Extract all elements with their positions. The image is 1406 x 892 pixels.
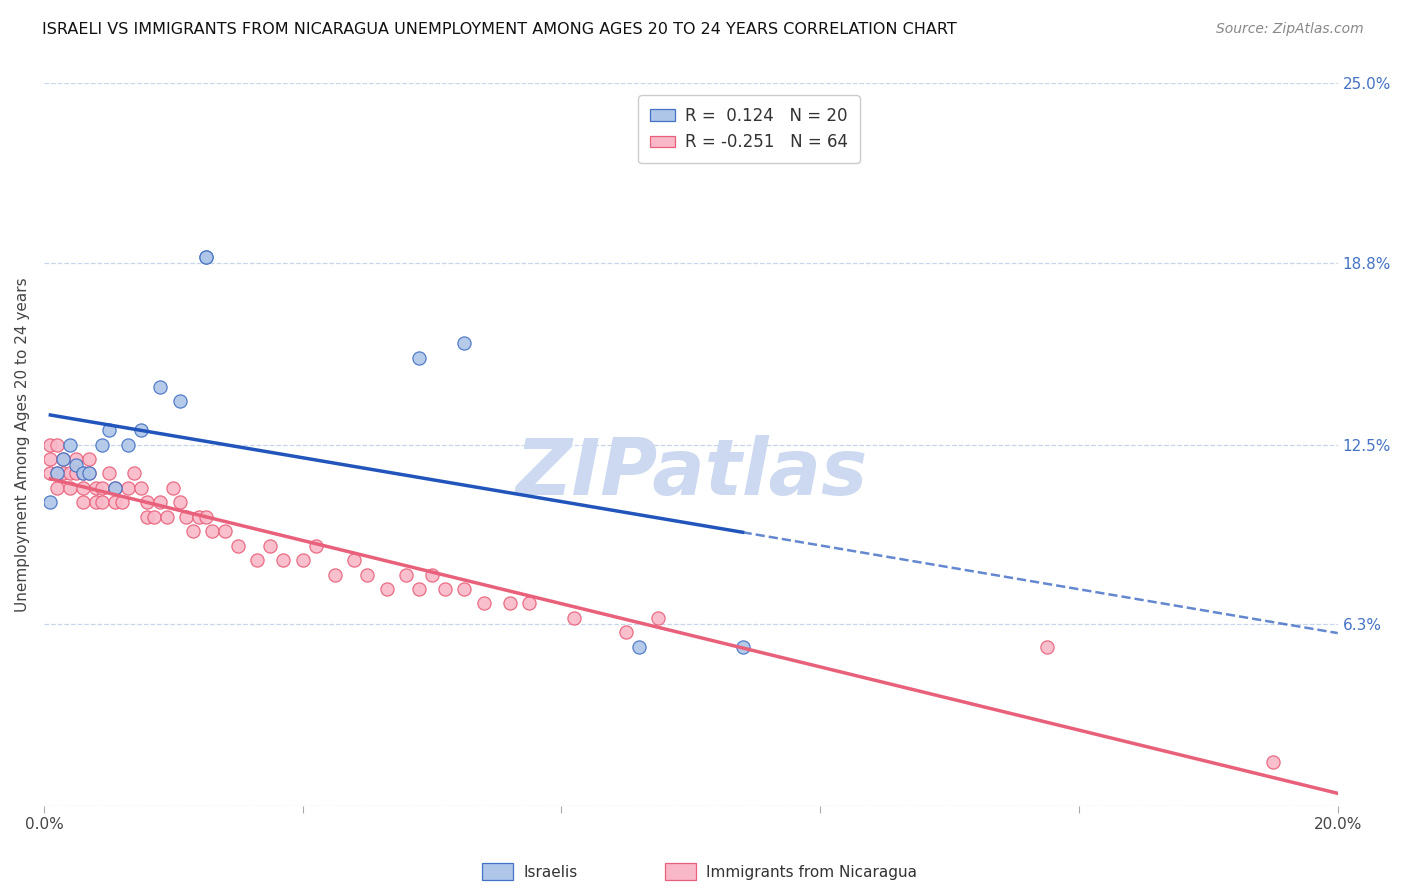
Point — [472, 596, 495, 610]
Point — [614, 625, 637, 640]
Point — [97, 467, 120, 481]
Point — [142, 509, 165, 524]
Text: ZIPatlas: ZIPatlas — [515, 435, 868, 511]
Point — [169, 394, 191, 409]
Point — [117, 481, 139, 495]
Legend: R =  0.124   N = 20, R = -0.251   N = 64: R = 0.124 N = 20, R = -0.251 N = 64 — [638, 95, 859, 163]
Point — [91, 495, 114, 509]
Point — [323, 567, 346, 582]
Point — [226, 539, 249, 553]
Point — [72, 467, 94, 481]
Point — [117, 437, 139, 451]
Point — [72, 495, 94, 509]
Point — [39, 467, 62, 481]
Point — [39, 495, 62, 509]
Point — [169, 495, 191, 509]
Point — [1261, 756, 1284, 770]
Point — [97, 423, 120, 437]
Point — [65, 458, 87, 472]
Point — [52, 452, 75, 467]
Point — [499, 596, 522, 610]
Point — [304, 539, 326, 553]
Point — [731, 640, 754, 654]
Point — [174, 509, 197, 524]
Point — [194, 509, 217, 524]
Point — [162, 481, 184, 495]
Point — [91, 437, 114, 451]
Point — [91, 481, 114, 495]
Point — [291, 553, 314, 567]
Point — [129, 481, 152, 495]
Point — [194, 250, 217, 264]
Point — [84, 495, 107, 509]
Point — [149, 495, 172, 509]
Point — [271, 553, 294, 567]
Point — [84, 481, 107, 495]
Point — [77, 467, 100, 481]
Point — [181, 524, 204, 538]
Point — [104, 481, 127, 495]
Point — [77, 452, 100, 467]
Point — [52, 452, 75, 467]
Point — [408, 351, 430, 365]
Point — [408, 582, 430, 596]
Point — [104, 481, 127, 495]
Point — [375, 582, 398, 596]
Point — [59, 437, 82, 451]
Point — [194, 250, 217, 264]
Point — [52, 467, 75, 481]
Point — [201, 524, 224, 538]
Point — [149, 380, 172, 394]
Point — [343, 553, 366, 567]
Point — [628, 640, 651, 654]
Point — [129, 423, 152, 437]
Point — [453, 582, 475, 596]
Text: Source: ZipAtlas.com: Source: ZipAtlas.com — [1216, 22, 1364, 37]
Point — [45, 467, 67, 481]
Point — [259, 539, 281, 553]
Point — [72, 467, 94, 481]
Point — [136, 495, 159, 509]
Point — [214, 524, 236, 538]
Point — [65, 452, 87, 467]
Point — [72, 481, 94, 495]
Point — [246, 553, 269, 567]
Point — [110, 495, 132, 509]
Point — [647, 611, 669, 625]
Point — [104, 495, 127, 509]
Point — [59, 467, 82, 481]
Point — [39, 437, 62, 451]
Point — [124, 467, 146, 481]
Point — [433, 582, 456, 596]
Point — [39, 452, 62, 467]
Point — [1035, 640, 1057, 654]
Point — [156, 509, 179, 524]
Point — [564, 611, 586, 625]
Point — [395, 567, 418, 582]
Point — [517, 596, 540, 610]
Point — [136, 509, 159, 524]
Point — [45, 437, 67, 451]
Point — [356, 567, 378, 582]
Text: Immigrants from Nicaragua: Immigrants from Nicaragua — [706, 865, 917, 880]
Y-axis label: Unemployment Among Ages 20 to 24 years: Unemployment Among Ages 20 to 24 years — [15, 277, 30, 612]
Text: ISRAELI VS IMMIGRANTS FROM NICARAGUA UNEMPLOYMENT AMONG AGES 20 TO 24 YEARS CORR: ISRAELI VS IMMIGRANTS FROM NICARAGUA UNE… — [42, 22, 957, 37]
Point — [188, 509, 211, 524]
Point — [45, 467, 67, 481]
Point — [77, 467, 100, 481]
Point — [45, 481, 67, 495]
Point — [65, 467, 87, 481]
Point — [453, 336, 475, 351]
Text: Israelis: Israelis — [523, 865, 578, 880]
Point — [59, 481, 82, 495]
Point — [420, 567, 443, 582]
